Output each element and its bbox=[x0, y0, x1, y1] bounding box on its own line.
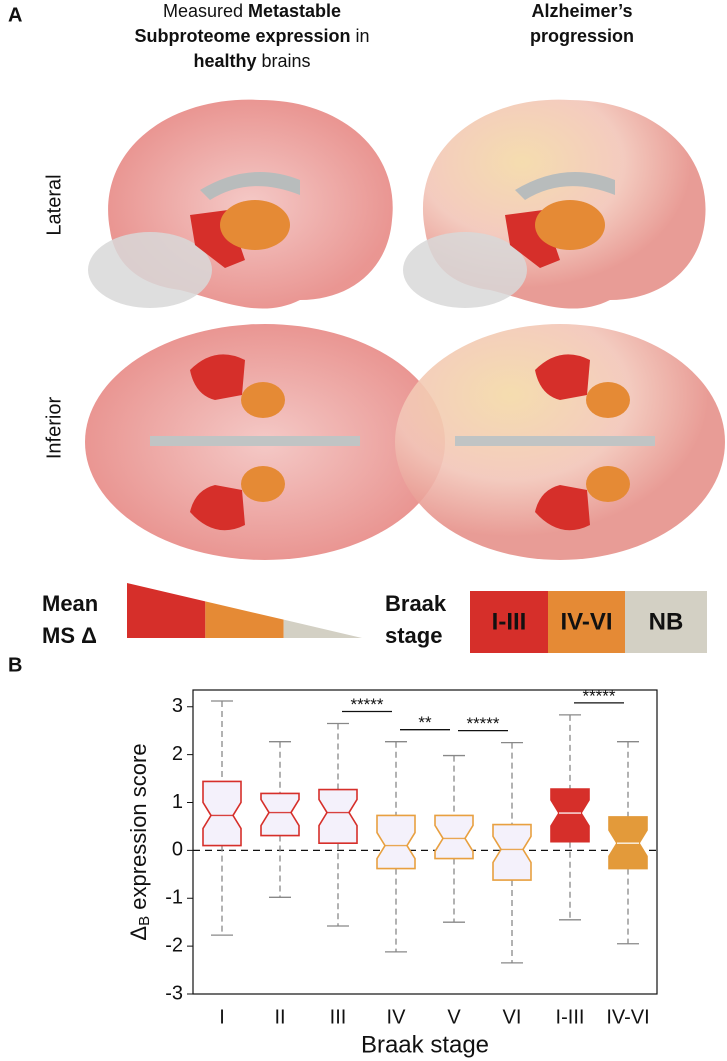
y-label-text: expression score bbox=[126, 743, 151, 915]
significance-label: ** bbox=[418, 713, 432, 732]
x-tick-label: IV bbox=[387, 1006, 407, 1028]
box bbox=[202, 780, 242, 847]
x-axis-label: Braak stage bbox=[361, 1031, 489, 1058]
title-segment: brains bbox=[257, 51, 311, 71]
brain-inferior-ad bbox=[395, 324, 725, 560]
left-title-line: Subproteome expression in bbox=[134, 26, 369, 46]
gradient-segment bbox=[205, 601, 284, 638]
box bbox=[260, 792, 300, 837]
y-axis-label: ΔB expression score bbox=[126, 743, 153, 940]
y-tick-label: -2 bbox=[165, 934, 183, 956]
stage-label: I-III bbox=[492, 608, 527, 635]
title-segment: Subproteome expression bbox=[134, 26, 350, 46]
legend-title: stage bbox=[385, 623, 442, 648]
significance-label: ***** bbox=[582, 686, 615, 705]
left-title-line: healthy brains bbox=[193, 51, 310, 71]
box bbox=[492, 823, 532, 881]
left-title-line: Measured Metastable bbox=[163, 1, 341, 21]
plot-frame bbox=[192, 689, 658, 995]
title-segment: Measured bbox=[163, 1, 248, 21]
gradient-segment bbox=[283, 619, 362, 638]
box bbox=[550, 788, 590, 843]
x-tick-label: VI bbox=[503, 1006, 522, 1028]
stage-box bbox=[548, 591, 625, 653]
x-tick-label: III bbox=[330, 1006, 347, 1028]
y-tick-label: 2 bbox=[172, 743, 183, 765]
x-tick-label: I-III bbox=[556, 1006, 585, 1028]
y-tick-label: -3 bbox=[165, 982, 183, 1004]
x-tick-label: V bbox=[447, 1006, 461, 1028]
x-tick-label: II bbox=[274, 1006, 285, 1028]
box bbox=[434, 814, 474, 860]
x-tick-label: I bbox=[219, 1006, 225, 1028]
gradient-segment bbox=[127, 583, 206, 638]
box bbox=[318, 788, 358, 844]
brain-lateral-healthy bbox=[88, 99, 393, 309]
y-label-subscript: B bbox=[136, 916, 153, 926]
stage-label: IV-VI bbox=[560, 608, 612, 635]
right-title-line: progression bbox=[530, 26, 634, 46]
y-tick-label: 1 bbox=[172, 791, 183, 813]
y-tick-label: 3 bbox=[172, 695, 183, 717]
y-label-symbol: Δ bbox=[126, 926, 151, 941]
legend-title: Braak bbox=[385, 591, 447, 616]
stage-label: NB bbox=[649, 608, 684, 635]
brain-lateral-ad bbox=[403, 99, 706, 309]
title-segment: in bbox=[351, 26, 370, 46]
row-label: Inferior bbox=[43, 397, 65, 460]
legend-title: MS Δ bbox=[42, 623, 97, 648]
y-tick-label: 0 bbox=[172, 839, 183, 861]
legend-title: Mean bbox=[42, 591, 98, 616]
title-segment: Metastable bbox=[248, 1, 341, 21]
panel-label: A bbox=[8, 4, 22, 26]
y-tick-label: -1 bbox=[165, 887, 183, 909]
right-title-line: Alzheimer’s bbox=[531, 1, 632, 21]
stage-box bbox=[470, 591, 548, 653]
significance-label: ***** bbox=[466, 714, 499, 733]
title-segment: healthy bbox=[193, 51, 256, 71]
row-label: Lateral bbox=[43, 174, 65, 235]
brain-inferior-healthy bbox=[85, 324, 445, 560]
panel-label: B bbox=[8, 654, 22, 676]
box bbox=[376, 814, 416, 870]
significance-label: ***** bbox=[350, 695, 383, 714]
stage-box bbox=[625, 591, 707, 653]
x-tick-label: IV-VI bbox=[606, 1006, 649, 1028]
